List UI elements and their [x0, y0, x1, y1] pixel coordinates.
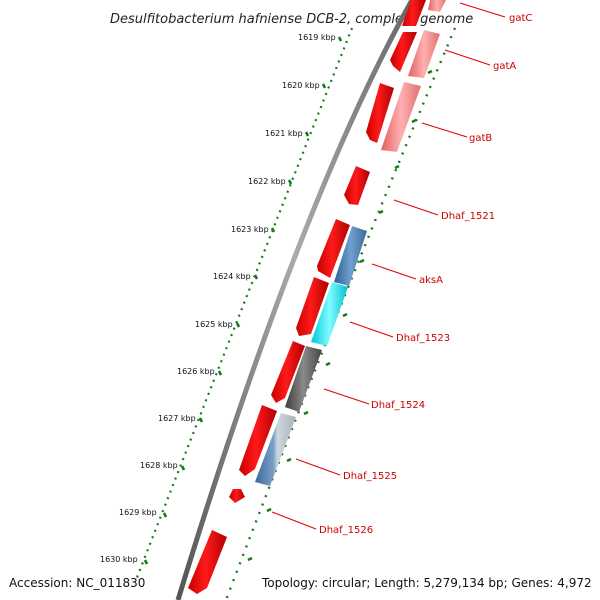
feature-cyan-Dhaf_1523[interactable]	[311, 282, 348, 346]
tick-label: 1625 kbp	[195, 320, 233, 329]
kbp-tick-ring	[134, 27, 354, 581]
gene-label-Dhaf_1521[interactable]: Dhaf_1521	[441, 211, 495, 222]
gene-label-Dhaf_1526[interactable]: Dhaf_1526	[319, 525, 373, 536]
gene-Dhaf_1524[interactable]	[271, 341, 305, 403]
label-leader-lines	[271, 2, 506, 530]
tick-label: 1626 kbp	[177, 367, 215, 376]
topology-text: Topology: circular; Length: 5,279,134 bp…	[261, 576, 592, 590]
accession-text: Accession: NC_011830	[9, 576, 145, 590]
gene-gatB[interactable]	[366, 83, 394, 143]
inner-ring-marks	[247, 69, 433, 562]
tick-label: 1630 kbp	[100, 555, 138, 564]
tick-label: 1620 kbp	[282, 81, 320, 90]
tick-label: 1619 kbp	[298, 33, 336, 42]
outer-strand-genes	[188, 0, 426, 594]
tick-label: 1622 kbp	[248, 177, 286, 186]
gene-label-gatA[interactable]: gatA	[493, 61, 516, 72]
gene-label-Dhaf_1525[interactable]: Dhaf_1525	[343, 471, 397, 482]
genome-backbone	[175, 0, 415, 600]
gene-label-gatB[interactable]: gatB	[469, 133, 492, 144]
feature-pink-gatC[interactable]	[428, 0, 446, 12]
gene-aksA[interactable]	[317, 219, 350, 278]
gene-Dhaf_1526-small[interactable]	[229, 489, 245, 503]
tick-label: 1627 kbp	[158, 414, 196, 423]
feature-pink-gatA[interactable]	[408, 30, 440, 78]
gene-gatA[interactable]	[390, 32, 417, 72]
tick-label: 1621 kbp	[265, 129, 303, 138]
gene-label-aksA[interactable]: aksA	[419, 275, 443, 286]
gene-Dhaf_1525[interactable]	[239, 405, 277, 476]
feature-pink-gatB[interactable]	[381, 82, 421, 152]
gene-Dhaf_1521[interactable]	[344, 166, 370, 205]
gene-gatC[interactable]	[402, 0, 426, 26]
gene-Dhaf_1526[interactable]	[188, 530, 227, 594]
map-title: Desulfitobacterium hafniense DCB-2, comp…	[110, 12, 473, 27]
tick-label: 1623 kbp	[231, 225, 269, 234]
inner-strand-features	[255, 0, 446, 486]
tick-label: 1628 kbp	[140, 461, 178, 470]
inner-gc-ring	[224, 27, 457, 600]
gene-Dhaf_1523[interactable]	[296, 277, 329, 336]
tick-label: 1624 kbp	[213, 272, 251, 281]
gene-label-Dhaf_1524[interactable]: Dhaf_1524	[371, 400, 425, 411]
gene-label-gatC[interactable]: gatC	[509, 13, 532, 24]
kbp-tick-labels: 1619 kbp 1620 kbp 1621 kbp 1622 kbp 1623…	[100, 33, 336, 564]
feature-bluegray-Dhaf_1525[interactable]	[255, 413, 296, 486]
feature-blue-aksA[interactable]	[334, 226, 367, 286]
tick-label: 1629 kbp	[119, 508, 157, 517]
gene-label-Dhaf_1523[interactable]: Dhaf_1523	[396, 333, 450, 344]
feature-gray-Dhaf_1524[interactable]	[285, 346, 322, 412]
kbp-tick-marks	[143, 36, 343, 565]
gene-labels: gatC gatA gatB Dhaf_1521 aksA Dhaf_1523 …	[319, 13, 532, 536]
